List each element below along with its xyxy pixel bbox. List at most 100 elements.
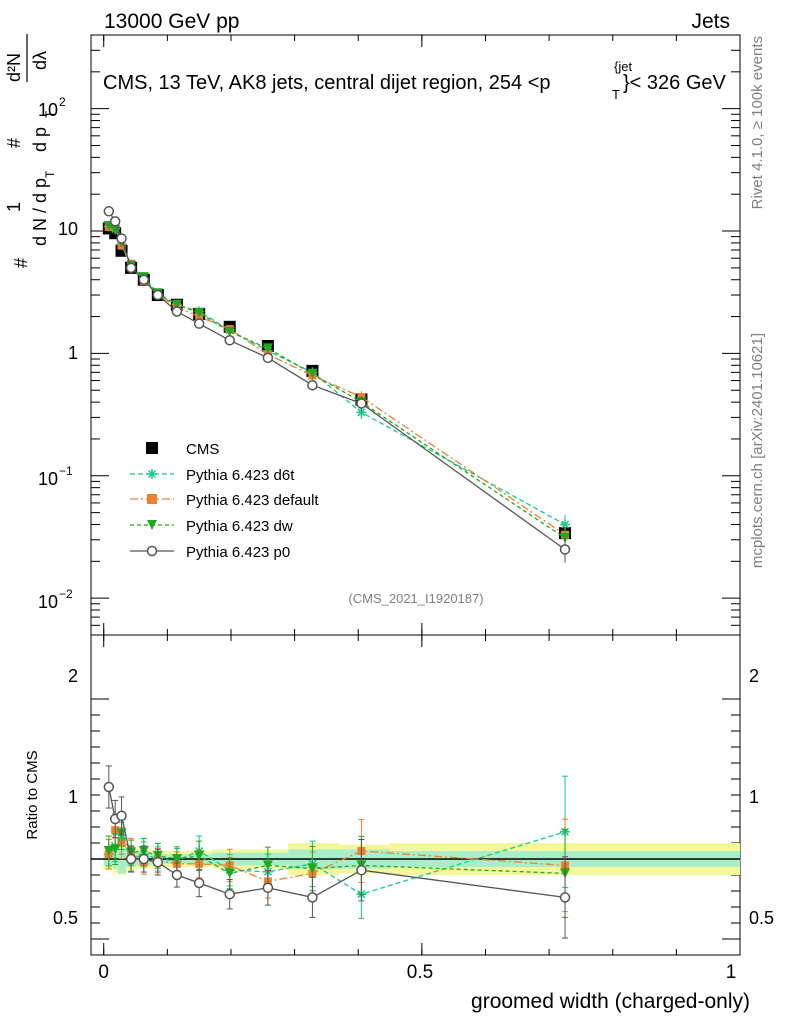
point-marker: [110, 844, 121, 855]
y-tick-base: 1: [68, 343, 78, 363]
ylabel-d2n: d²N: [4, 53, 24, 82]
header-left: 13000 GeV pp: [104, 10, 239, 33]
point-marker: [171, 306, 183, 317]
y-tick-label-1e-1: 10 −1: [38, 464, 73, 489]
ratio-series-pythia-6-423-p0: [103, 765, 571, 939]
series-pythia-6-423-dw: [103, 220, 571, 550]
ratio-panel-frame: [90, 634, 741, 956]
y-tick-label-10: 10: [58, 219, 78, 239]
legend-label-default: Pythia 6.423 default: [186, 492, 319, 509]
y-tick-label-1: 1: [68, 343, 78, 363]
point-marker: [171, 299, 182, 310]
y-tick-base: 10: [38, 469, 58, 489]
point-marker: [125, 262, 137, 274]
point-marker: [194, 307, 205, 318]
point-marker: [146, 545, 158, 557]
ratio-series: [103, 765, 571, 939]
point-marker: [171, 854, 182, 864]
point-marker: [262, 352, 274, 364]
series-line: [108, 210, 566, 550]
ylabel-one: 1: [4, 202, 24, 212]
y-axis-label-ratio: Ratio to CMS: [24, 750, 41, 839]
x-tick-label-0: 0: [98, 962, 109, 983]
point-marker: [152, 856, 164, 868]
point-marker: [560, 519, 571, 530]
point-marker: [262, 343, 273, 354]
point-marker: [138, 853, 150, 865]
y-tick-label-1e-2: 10 −2: [38, 587, 73, 612]
point-marker: [116, 810, 127, 822]
y-tick-base: 10: [58, 219, 78, 239]
mcplots-label: mcplots.cern.ch [arXiv:2401.10621]: [749, 333, 766, 568]
point-marker: [262, 860, 273, 871]
ratio-tick-label-1-right: 1: [749, 787, 759, 807]
legend-label-cms: CMS: [186, 441, 219, 458]
point-marker: [224, 868, 235, 879]
point-marker: [116, 233, 127, 244]
ylabel-t2: T: [43, 110, 57, 118]
series-pythia-6-423-default: [104, 220, 570, 547]
rivet-label: Rivet 4.1.0, ≥ 100k events: [749, 36, 766, 209]
point-marker: [224, 326, 235, 337]
header-right: Jets: [691, 10, 730, 33]
point-marker: [194, 850, 205, 861]
point-marker: [103, 781, 115, 793]
series-pythia-6-423-p0: [103, 206, 571, 563]
legend-label-p0: Pythia 6.423 p0: [186, 544, 290, 561]
point-marker: [307, 892, 318, 903]
y-tick-base: 10: [38, 592, 58, 612]
point-marker: [146, 442, 158, 454]
ylabel-dlambda: dλ: [30, 51, 50, 70]
ylabel-dn: d N / d p: [30, 178, 50, 246]
point-marker: [109, 216, 121, 227]
point-marker: [356, 864, 367, 876]
ratio-uncertainty-bands: [91, 843, 740, 875]
point-marker: [193, 877, 205, 889]
series-line: [108, 223, 566, 536]
x-tick-label-0.5: 0.5: [407, 962, 433, 983]
y-tick-exp: −2: [59, 587, 73, 601]
plot-title-sup: {jet: [614, 59, 632, 74]
main-series: [102, 206, 572, 563]
plot-title-tail: }< 326 GeV: [623, 72, 727, 94]
point-marker: [560, 533, 571, 544]
y-axis-label-main: # 1 d N / d p T # d p T d²N dλ: [4, 34, 57, 268]
point-marker: [193, 318, 205, 329]
analysis-watermark: (CMS_2021_I1920187): [348, 591, 483, 606]
point-marker: [307, 863, 318, 874]
ylabel-hash2: #: [4, 138, 24, 148]
x-tick-label-1: 1: [726, 962, 737, 983]
x-axis-label: groomed width (charged-only): [471, 990, 750, 1013]
y-tick-exp: 2: [59, 95, 66, 109]
point-marker: [224, 335, 235, 346]
plot-title-main: CMS, 13 TeV, AK8 jets, central dijet reg…: [103, 72, 551, 94]
point-marker: [125, 853, 137, 865]
y-tick-exp: −1: [59, 464, 73, 478]
y-tick-base: 10: [38, 100, 58, 120]
legend-label-d6t: Pythia 6.423 d6t: [186, 467, 295, 484]
series-line: [108, 225, 566, 539]
point-marker: [307, 368, 318, 379]
legend: CMS Pythia 6.423 d6t Pythia 6.423 defaul…: [130, 441, 319, 561]
series-line: [108, 225, 566, 526]
point-marker: [103, 846, 114, 856]
point-marker: [138, 274, 150, 285]
ylabel-t1: T: [43, 170, 57, 178]
point-marker: [356, 398, 367, 409]
y-tick-label-1e2: 10 2: [38, 95, 66, 120]
legend-label-dw: Pythia 6.423 dw: [186, 518, 293, 535]
point-marker: [152, 289, 164, 301]
point-marker: [147, 520, 157, 530]
point-marker: [559, 544, 571, 555]
ratio-tick-label-1: 1: [68, 787, 78, 807]
plot-title-sub: T: [612, 87, 620, 102]
point-marker: [262, 882, 274, 894]
point-marker: [307, 379, 318, 391]
ratio-tick-label-2: 2: [68, 666, 78, 686]
ylabel-hash1: #: [11, 258, 31, 268]
ylabel-dpt: d p: [30, 127, 50, 152]
point-marker: [171, 869, 183, 881]
point-marker: [224, 888, 235, 900]
ratio-tick-label-2-right: 2: [749, 666, 759, 686]
point-marker: [147, 494, 157, 504]
